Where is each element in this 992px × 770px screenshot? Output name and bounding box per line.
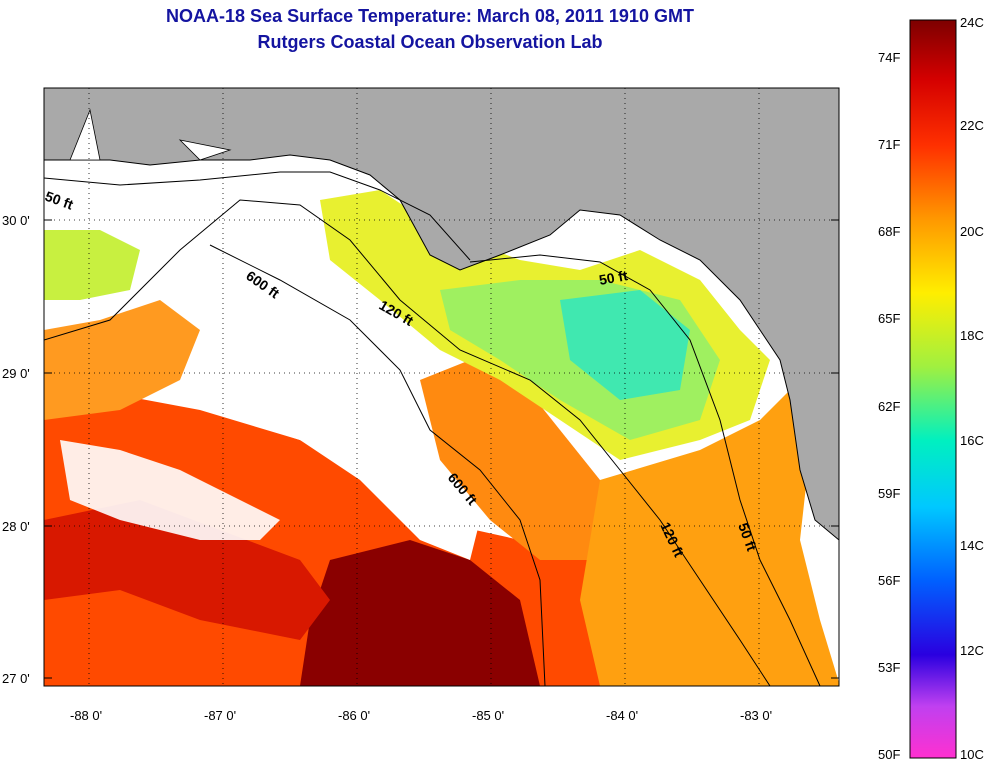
land-mass bbox=[44, 88, 839, 541]
coastal-bays bbox=[69, 108, 232, 161]
map-title: NOAA-18 Sea Surface Temperature: March 0… bbox=[166, 6, 694, 26]
lon-label: -85 0' bbox=[472, 708, 504, 723]
lat-label: 27 0' bbox=[2, 671, 30, 686]
lat-label: 28 0' bbox=[2, 519, 30, 534]
sst-hot-core bbox=[300, 540, 540, 686]
fahrenheit-label: 65F bbox=[878, 311, 900, 326]
celsius-label: 12C bbox=[960, 643, 984, 658]
lon-label: -86 0' bbox=[338, 708, 370, 723]
fahrenheit-label: 56F bbox=[878, 573, 900, 588]
map-area bbox=[44, 88, 839, 686]
map-border bbox=[43, 87, 840, 687]
contour-50ft-west bbox=[44, 171, 471, 261]
fahrenheit-label: 74F bbox=[878, 50, 900, 65]
celsius-label: 14C bbox=[960, 538, 984, 553]
fahrenheit-label: 59F bbox=[878, 486, 900, 501]
contour-label-50ft-east: 50 ft bbox=[598, 267, 629, 288]
celsius-label: 22C bbox=[960, 118, 984, 133]
contour-50ft-east bbox=[469, 254, 821, 686]
celsius-label: 16C bbox=[960, 433, 984, 448]
sst-red-band bbox=[44, 500, 330, 640]
lon-label: -84 0' bbox=[606, 708, 638, 723]
sst-orange-shelf bbox=[420, 360, 620, 560]
lat-tick-marks bbox=[44, 219, 839, 679]
fahrenheit-label: 68F bbox=[878, 224, 900, 239]
temperature-colorbar bbox=[909, 19, 957, 759]
fahrenheit-label: 53F bbox=[878, 660, 900, 675]
sst-west-yellow bbox=[44, 230, 140, 300]
map-subtitle: Rutgers Coastal Ocean Observation Lab bbox=[257, 32, 603, 52]
lon-label: -87 0' bbox=[204, 708, 236, 723]
celsius-label: 24C bbox=[960, 15, 984, 30]
lat-label: 29 0' bbox=[2, 366, 30, 381]
sst-east-orange bbox=[580, 380, 839, 686]
lat-label: 30 0' bbox=[2, 213, 30, 228]
cloud-area-2 bbox=[60, 440, 280, 540]
contour-600ft bbox=[209, 244, 546, 686]
celsius-label: 20C bbox=[960, 224, 984, 239]
cloud-area bbox=[190, 240, 480, 560]
lon-label: -88 0' bbox=[70, 708, 102, 723]
lon-label: -83 0' bbox=[740, 708, 772, 723]
fahrenheit-label: 50F bbox=[878, 747, 900, 762]
celsius-label: 10C bbox=[960, 747, 984, 762]
sst-west-orange bbox=[44, 300, 200, 420]
fahrenheit-label: 62F bbox=[878, 399, 900, 414]
contour-120ft bbox=[44, 199, 771, 686]
celsius-label: 18C bbox=[960, 328, 984, 343]
fahrenheit-label: 71F bbox=[878, 137, 900, 152]
sst-cyan-patch bbox=[560, 290, 690, 400]
